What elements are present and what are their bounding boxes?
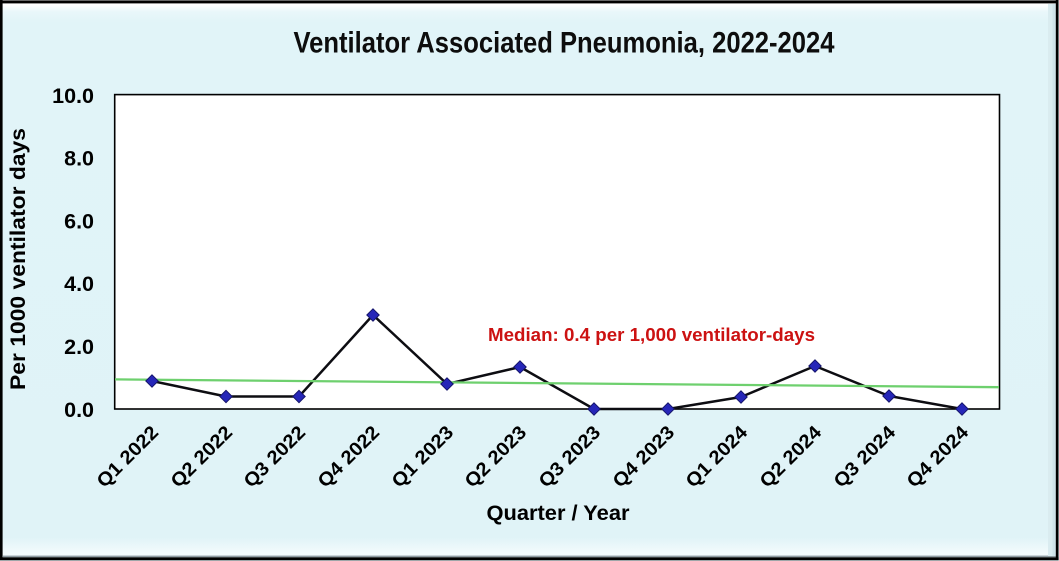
svg-text:Per 1000 ventilator days: Per 1000 ventilator days xyxy=(7,128,30,390)
svg-text:0.0: 0.0 xyxy=(64,398,94,422)
svg-text:10.0: 10.0 xyxy=(52,84,94,108)
svg-text:Median: 0.4 per 1,000 ventilat: Median: 0.4 per 1,000 ventilator-days xyxy=(488,324,815,345)
svg-text:6.0: 6.0 xyxy=(64,209,94,233)
svg-text:Ventilator Associated Pneumoni: Ventilator Associated Pneumonia, 2022-20… xyxy=(294,27,835,60)
svg-text:Quarter / Year: Quarter / Year xyxy=(487,502,630,525)
svg-text:8.0: 8.0 xyxy=(64,147,94,171)
svg-text:2.0: 2.0 xyxy=(64,335,94,359)
svg-text:4.0: 4.0 xyxy=(64,272,94,296)
